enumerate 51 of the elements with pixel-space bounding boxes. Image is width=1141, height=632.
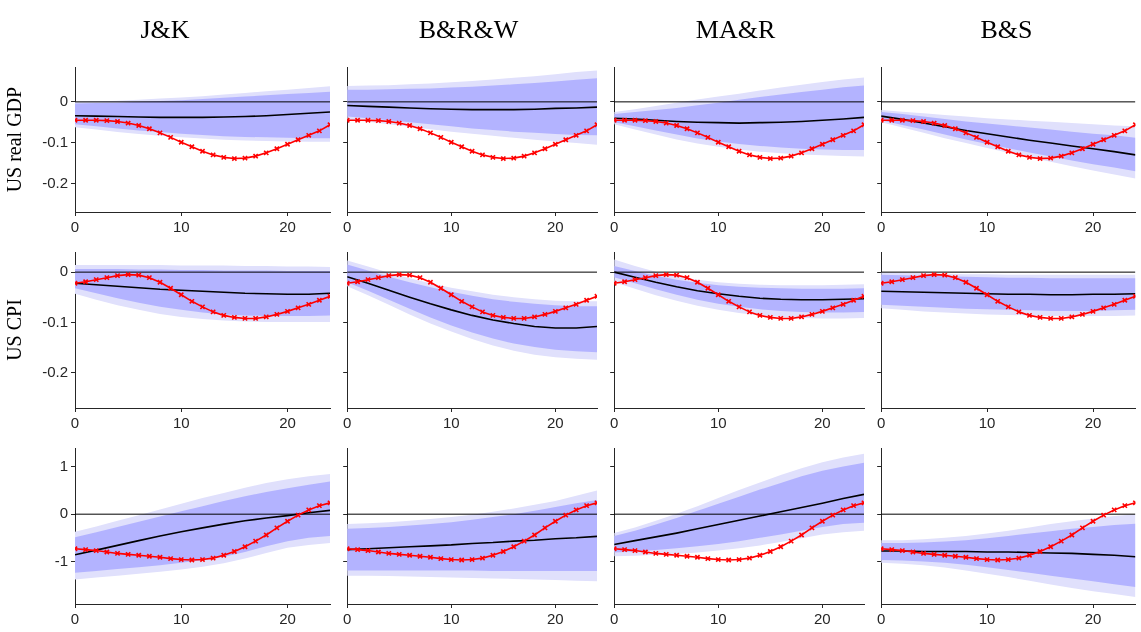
x-tick-label: 0: [610, 610, 619, 628]
y-tick-label: 0: [59, 504, 68, 522]
x-tick-label: 0: [610, 414, 619, 432]
x-tick-label: 10: [709, 218, 727, 236]
y-tick-label: -0.1: [42, 312, 68, 330]
x-tick-label: 10: [978, 414, 996, 432]
x-tick-label: 20: [547, 610, 564, 628]
y-tick-label: -1: [54, 551, 68, 569]
x-tick-label: 0: [343, 414, 352, 432]
y-tick-label: 0: [59, 262, 68, 280]
x-tick-label: 10: [442, 414, 460, 432]
x-tick-label: 10: [442, 218, 460, 236]
x-tick-label: 20: [814, 610, 831, 628]
x-tick-label: 20: [1084, 610, 1102, 628]
x-tick-label: 10: [172, 414, 190, 432]
x-tick-label: 20: [1084, 218, 1102, 236]
x-tick-label: 0: [343, 610, 352, 628]
x-tick-label: 10: [978, 610, 996, 628]
y-tick-label: -0.1: [42, 132, 68, 150]
x-tick-label: 20: [279, 218, 296, 236]
x-tick-label: 20: [1084, 414, 1102, 432]
x-tick-label: 20: [814, 414, 831, 432]
x-tick-label: 0: [610, 218, 619, 236]
y-tick-label: 1: [59, 457, 68, 475]
x-tick-label: 10: [978, 218, 996, 236]
chart-title: B&R&W: [418, 15, 519, 45]
x-tick-label: 10: [709, 610, 727, 628]
x-tick-label: 20: [547, 218, 564, 236]
x-tick-label: 10: [442, 610, 460, 628]
x-tick-label: 20: [814, 218, 831, 236]
chart-title: J&K: [140, 15, 190, 45]
chart-title: MA&R: [695, 15, 776, 45]
x-tick-label: 10: [172, 218, 190, 236]
x-tick-label: 20: [547, 414, 564, 432]
y-tick-label: -0.2: [42, 173, 68, 191]
x-tick-label: 0: [877, 414, 886, 432]
x-tick-label: 0: [877, 218, 886, 236]
y-tick-label: 0: [59, 92, 68, 110]
x-tick-label: 0: [343, 218, 352, 236]
x-tick-label: 0: [70, 610, 80, 628]
x-tick-label: 20: [279, 610, 296, 628]
y-tick-label: -0.2: [42, 362, 68, 380]
x-tick-label: 10: [172, 610, 190, 628]
x-tick-label: 20: [279, 414, 296, 432]
x-tick-label: 0: [70, 218, 80, 236]
chart-title: B&S: [980, 15, 1033, 45]
x-tick-label: 0: [70, 414, 80, 432]
x-tick-label: 0: [877, 610, 886, 628]
y-axis-title: US real GDP: [3, 86, 26, 193]
y-axis-title: US CPI: [3, 299, 26, 361]
x-tick-label: 10: [709, 414, 727, 432]
